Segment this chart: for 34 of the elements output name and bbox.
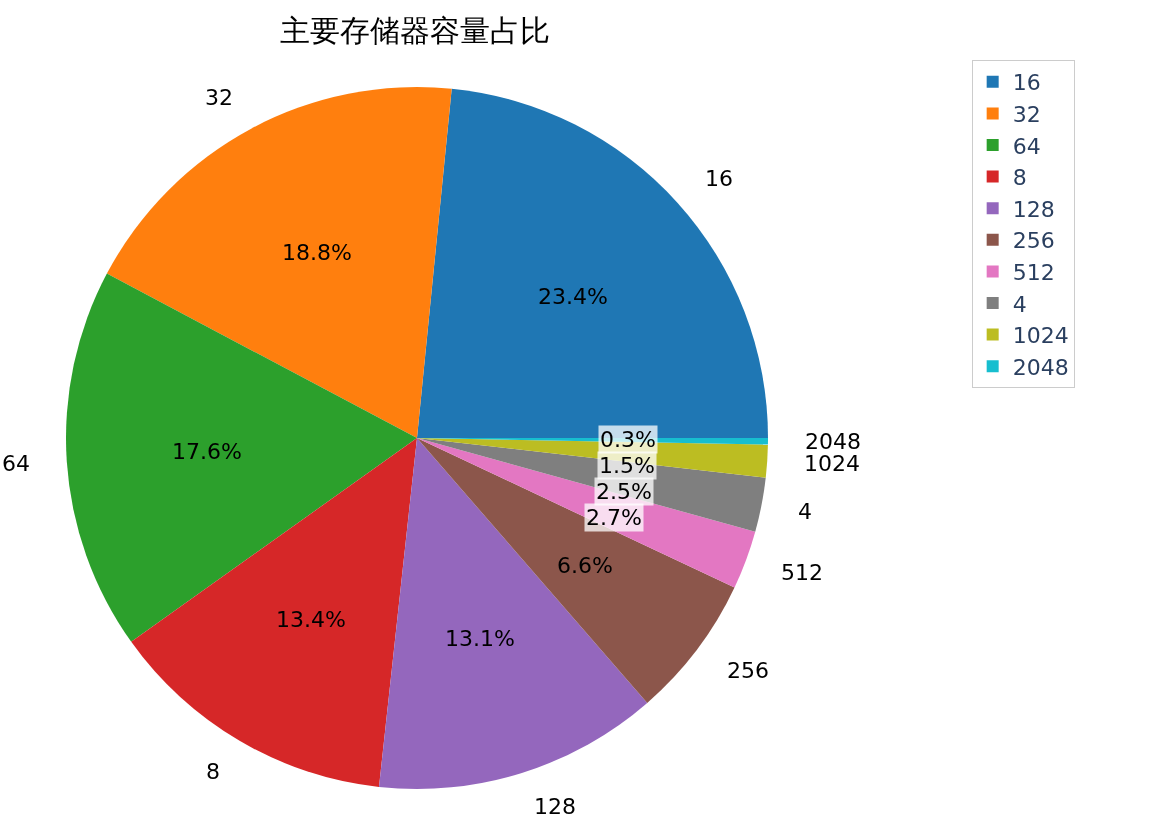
legend-label: 64: [1012, 133, 1041, 159]
data-label: 13.4%: [276, 607, 346, 632]
legend-label: 16: [1012, 70, 1041, 96]
legend-label: 128: [1012, 196, 1055, 222]
slice-label: 512: [781, 560, 823, 585]
data-label: 23.4%: [538, 284, 608, 309]
slice-label: 16: [705, 166, 733, 191]
pie-slice: [131, 438, 417, 787]
legend-label: 32: [1012, 101, 1041, 127]
legend-label: 4: [1012, 291, 1027, 317]
data-label: 18.8%: [282, 240, 352, 265]
chart-title: 主要存储器容量占比: [280, 12, 550, 48]
legend-label: 8: [1012, 165, 1027, 191]
data-label: 6.6%: [557, 553, 613, 578]
slice-label: 1024: [804, 451, 860, 476]
slice-label: 8: [206, 759, 220, 784]
slice-label: 128: [534, 794, 576, 819]
legend-label: 1024: [1012, 323, 1069, 349]
legend-label: 2048: [1012, 354, 1069, 380]
data-label: 13.1%: [445, 626, 515, 651]
pie-slice: [66, 273, 417, 642]
data-label: 0.3%: [600, 427, 656, 452]
pie-slice: [106, 87, 452, 438]
slice-label: 32: [205, 85, 233, 110]
data-label: 2.7%: [586, 505, 642, 530]
slice-label: 2048: [805, 429, 861, 454]
slice-label: 64: [2, 451, 30, 476]
slice-label: 4: [798, 499, 812, 524]
data-label: 1.5%: [599, 453, 655, 478]
legend-label: 256: [1012, 228, 1055, 254]
slice-label: 256: [727, 658, 769, 683]
data-label: 2.5%: [596, 479, 652, 504]
legend-label: 512: [1012, 259, 1055, 285]
data-label: 17.6%: [172, 439, 242, 464]
